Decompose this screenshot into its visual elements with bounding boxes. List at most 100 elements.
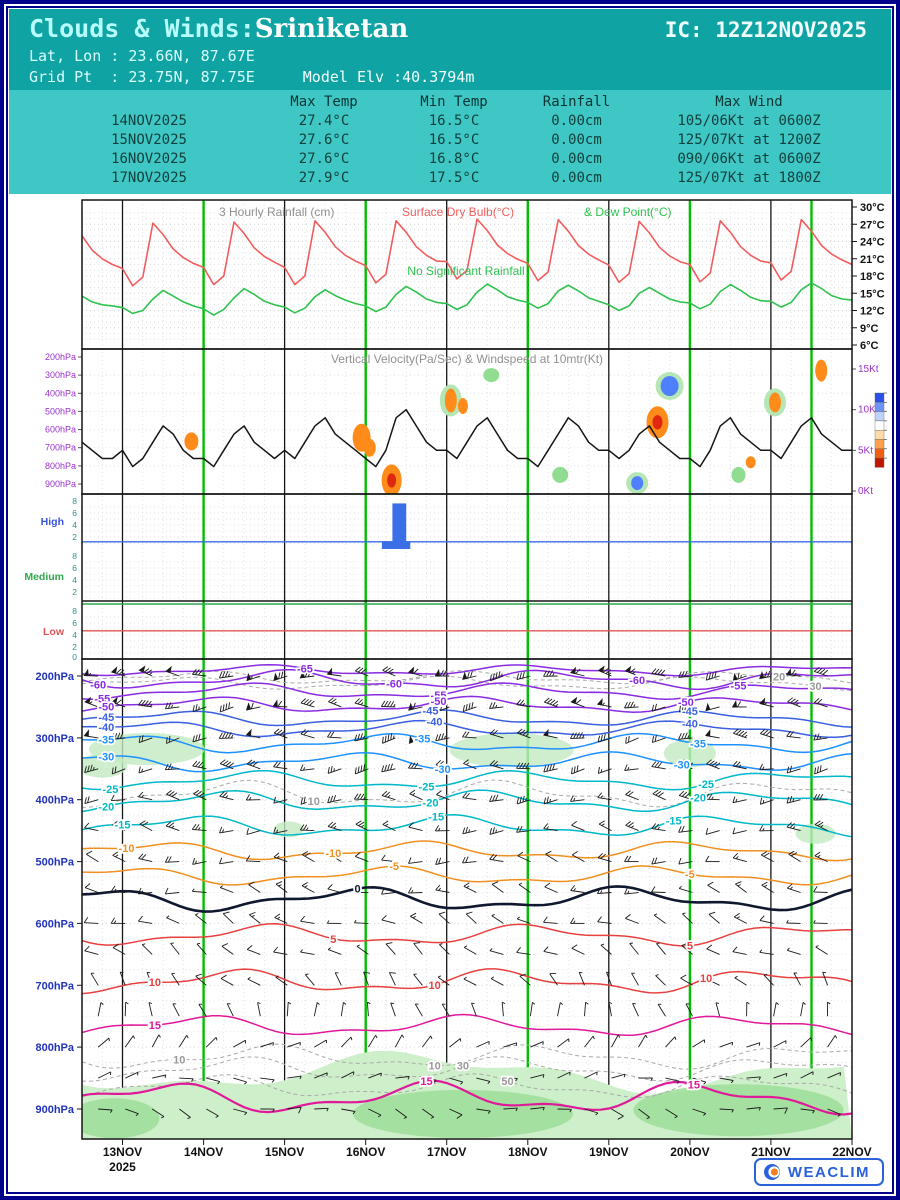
table-cell: 17.5°C [428, 170, 480, 186]
contour-label: 10 [428, 980, 440, 992]
vv-hpa-label: 500hPa [45, 406, 76, 416]
table-cell: 16NOV2025 [111, 151, 187, 167]
contour-label: -30 [674, 759, 690, 771]
contour-label: 15 [688, 1079, 700, 1091]
contour-label: 0 [355, 884, 361, 896]
panel-vv-title: Vertical Velocity(Pa/Sec) & Windspeed at… [331, 352, 603, 366]
temp-tick-label: 15°C [860, 288, 885, 300]
vv-hpa-label: 400hPa [45, 388, 76, 398]
contour-label: -30 [435, 764, 451, 776]
weaclim-logo-icon [763, 1164, 780, 1180]
col-header-max-wind: Max Wind [715, 94, 783, 110]
day-label: 18NOV [508, 1145, 547, 1159]
contour-label: -50 [98, 702, 114, 714]
cloud-tick-label: 4 [72, 520, 77, 530]
cloud-section-label: High [41, 516, 64, 528]
forecast-table: Max Temp Min Temp Rainfall Max Wind 14NO… [9, 90, 891, 194]
upper-hpa-label: 500hPa [35, 857, 74, 869]
cloud-tick-label: 6 [72, 563, 77, 573]
title-station: Sriniketan [254, 14, 409, 44]
cloud-tick-label: 2 [72, 532, 77, 542]
upper-hpa-label: 400hPa [35, 795, 74, 807]
cloud-tick-label: 2 [72, 587, 77, 597]
cloud-section-label: Low [43, 626, 65, 638]
weaclim-logo-text: WEACLIM [787, 1163, 870, 1181]
vv-hpa-label: 300hPa [45, 370, 76, 380]
vv-blobs [184, 359, 828, 494]
grid-dots [82, 200, 852, 1139]
weaclim-logo: WEACLIM [753, 1158, 884, 1186]
day-label: 19NOV [589, 1145, 628, 1159]
contour-label: -20 [98, 801, 114, 813]
temp-tick-label: 27°C [860, 219, 885, 231]
contour-label: -5 [685, 869, 695, 881]
contour-label: -40 [427, 717, 443, 729]
upper-hpa-labels: 200hPa 300hPa 400hPa 500hPa 600hPa 700hPa 800h… [35, 671, 82, 1116]
panel-temp-title-rain: 3 Hourly Rainfall (cm) [219, 205, 334, 219]
table-cell: 16.5°C [428, 113, 480, 129]
contour-label: -45 [423, 706, 439, 718]
contour-label: -25 [698, 779, 714, 791]
upper-hpa-label: 700hPa [35, 980, 74, 992]
contour-label: 10 [173, 1055, 185, 1067]
vv-hpa-label: 900hPa [45, 479, 76, 489]
table-cell: 27.4°C [298, 113, 350, 129]
cloud-tick-label: 8 [72, 496, 77, 506]
contour-label: 5 [330, 934, 336, 946]
temp-tick-label: 30°C [860, 202, 885, 214]
vv-colorbar [874, 392, 887, 468]
title-prefix: Clouds & Winds: [29, 14, 255, 43]
contour-label: -50 [431, 696, 447, 708]
cloud-tick-label: 6 [72, 618, 77, 628]
vv-hpa-label: 600hPa [45, 425, 76, 435]
col-header [39, 93, 259, 111]
year-label: 2025 [109, 1160, 136, 1174]
contour-label: -10 [325, 848, 341, 860]
panel-vv: Vertical Velocity(Pa/Sec) & Windspeed at… [45, 352, 887, 497]
cloud-tick-label: 4 [72, 575, 77, 585]
header: Clouds & Winds:Sriniketan IC: 12Z12NOV20… [9, 9, 891, 194]
table-cell: 0.00cm [551, 151, 602, 167]
contour-label: -45 [682, 706, 698, 718]
dry-bulb-line [81, 218, 853, 287]
temp-tick-label: 21°C [860, 254, 885, 266]
contour-label: -10 [119, 843, 135, 855]
table-cell: 14NOV2025 [111, 113, 187, 129]
table-cell: 125/07Kt at 1800Z [677, 170, 821, 186]
y-axis-temp-labels: 30°C 27°C 24°C 21°C 18°C 15°C 12°C 9°C 6°C [852, 202, 885, 352]
panel-borders [81, 199, 853, 1140]
contour-label: -65 [297, 664, 313, 676]
no-rainfall-note: No Significant Rainfall [407, 264, 524, 278]
contour-label: -30 [98, 751, 114, 763]
contour-label: -20 [423, 798, 439, 810]
table-cell: 125/07Kt at 1200Z [677, 132, 821, 148]
day-label: 16NOV [346, 1145, 385, 1159]
vv-kt-label: 5Kt [858, 445, 873, 456]
temp-tick-label: 12°C [860, 306, 885, 318]
table-cell: 105/06Kt at 0600Z [677, 113, 821, 129]
contour-label: -15 [115, 820, 131, 832]
panel-temp-title-dry: Surface Dry Bulb(°C) [402, 205, 514, 219]
table-cell: 15NOV2025 [111, 132, 187, 148]
col-header-rainfall: Rainfall [542, 94, 611, 110]
contour-label: 15 [420, 1076, 432, 1088]
contour-label: -55 [731, 681, 747, 693]
cloud-tick-label: 2 [72, 642, 77, 652]
day-label: 13NOV [103, 1145, 142, 1159]
contour-label: -60 [386, 678, 402, 690]
vv-hpa-label: 800hPa [45, 461, 76, 471]
contour-label: 20 [773, 671, 785, 683]
page-title: Clouds & Winds:Sriniketan [29, 14, 408, 44]
cloud-tick-label: 6 [72, 508, 77, 518]
lat-lon-line: Lat, Lon : 23.66N, 87.67E [29, 47, 255, 65]
contour-label: -55 [94, 694, 110, 706]
upper-hpa-label: 300hPa [35, 733, 74, 745]
meteogram-chart: 3 Hourly Rainfall (cm) Surface Dry Bulb(°… [24, 199, 887, 1174]
vv-kt-label: 10Kt [858, 405, 879, 416]
contour-label: -15 [428, 812, 444, 824]
contour-label: -40 [98, 722, 114, 734]
